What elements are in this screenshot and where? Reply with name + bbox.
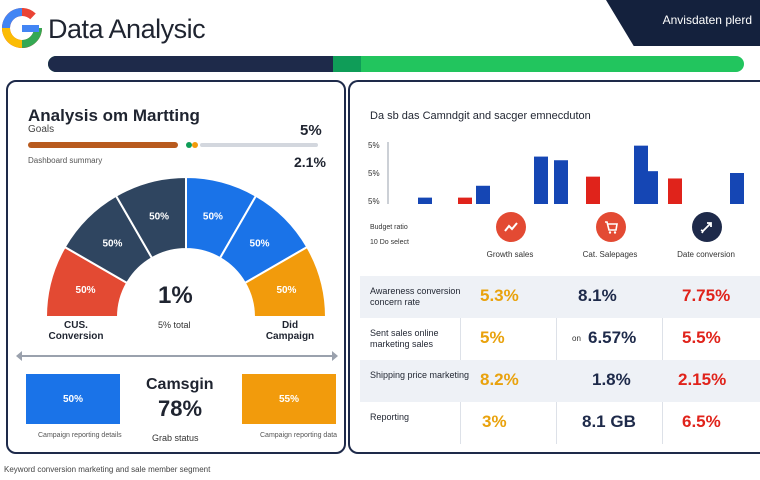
corner-badge[interactable]: Anvisdaten plerd <box>606 0 760 46</box>
campaign-caption: Grab status <box>152 433 199 443</box>
cell-b: 1.8% <box>592 370 631 389</box>
row-label: Awareness conversion concern rate <box>370 286 461 307</box>
panel-subtitle: Goals <box>28 124 55 135</box>
gauge-segment-label: 50% <box>149 212 169 223</box>
status-dots <box>186 142 198 148</box>
cell-c: 7.75% <box>682 286 731 305</box>
y-tick-label: 5% <box>368 141 380 150</box>
cell-c: 2.15% <box>678 370 727 389</box>
app-title: Data Analysic <box>48 14 206 44</box>
google-logo-icon <box>2 8 42 48</box>
header-progress-bar <box>48 56 744 72</box>
gauge-segment-label: 50% <box>250 238 270 249</box>
cell-b: 6.57% <box>588 328 637 347</box>
bar[interactable] <box>554 160 568 204</box>
icon-caption-2: Cat. Salepages <box>582 250 638 259</box>
cell-a: 5% <box>480 328 505 347</box>
row-label: Shipping price marketing <box>370 370 470 380</box>
bar-chart: 5% 5% 5% <box>368 141 744 206</box>
cell-b: 8.1 GB <box>582 412 636 431</box>
table-row[interactable]: Shipping price marketing 8.2% 1.8% 2.15% <box>360 360 760 402</box>
gauge-center-value: 1% <box>158 282 193 309</box>
slider-caption: Dashboard summary <box>28 156 103 165</box>
row-label: Sent sales online marketing sales <box>370 328 439 349</box>
bar[interactable] <box>534 156 548 204</box>
panel-title: Analysis om Martting <box>28 106 200 125</box>
axis-note: Budget ratio <box>370 224 408 231</box>
chart-title: Da sb das Camndgit and sacger emnecduton <box>370 110 591 122</box>
axis-note-2: 10 Do select <box>370 239 409 246</box>
icon-caption-1: Growth sales <box>486 250 534 259</box>
cart-icon[interactable] <box>596 212 626 242</box>
progress-segment-navy <box>48 56 334 72</box>
table-row[interactable]: Sent sales online marketing sales 5% on … <box>360 318 760 360</box>
row-label: Reporting <box>370 412 410 422</box>
cell-a: 3% <box>482 412 507 431</box>
rocket-icon[interactable] <box>692 212 722 242</box>
percent-top: 5% <box>300 122 322 139</box>
cell-a: 8.2% <box>480 370 519 389</box>
orange-box-caption: Campaign reporting data <box>260 432 338 439</box>
campaign-box-blue[interactable]: 50% <box>26 374 120 424</box>
gauge-segment-label: 50% <box>76 285 96 296</box>
cell-c: 6.5% <box>682 412 721 431</box>
gauge-right-label: Did Campaign <box>265 320 315 342</box>
gauge-chart: 50% 50% 50% 50% 50% 50% <box>44 175 328 318</box>
y-tick-label: 5% <box>368 197 380 206</box>
bar[interactable] <box>458 197 472 204</box>
corner-badge-label: Anvisdaten plerd <box>662 13 752 27</box>
budget-slider[interactable] <box>28 142 178 148</box>
bar[interactable] <box>418 197 432 204</box>
campaign-value: 78% <box>158 396 203 421</box>
y-tick-label: 5% <box>368 169 380 178</box>
table-row[interactable]: Reporting 3% 8.1 GB 6.5% <box>360 402 760 444</box>
gauge-segment-label: 50% <box>102 238 122 249</box>
gauge-segment-label: 50% <box>203 212 223 223</box>
campaign-box-orange[interactable]: 55% <box>242 374 336 424</box>
bar[interactable] <box>476 185 490 204</box>
gauge-segment-label: 50% <box>276 285 296 296</box>
cell-a: 5.3% <box>480 286 519 305</box>
cell-b-prefix: on <box>572 334 581 343</box>
chart-icon[interactable] <box>496 212 526 242</box>
bar[interactable] <box>586 176 600 204</box>
cell-b: 8.1% <box>578 286 617 305</box>
table-row[interactable]: Awareness conversion concern rate 5.3% 8… <box>360 276 760 318</box>
campaign-title: Camsgin <box>146 376 214 393</box>
footer-note: Keyword conversion marketing and sale me… <box>4 465 211 474</box>
percent-mid: 2.1% <box>294 154 326 170</box>
progress-segment-teal <box>333 56 362 72</box>
bar[interactable] <box>730 173 744 204</box>
gauge-center-sub: 5% total <box>158 320 191 330</box>
range-track[interactable] <box>200 143 318 147</box>
marketing-analysis-card: Analysis om Martting Goals 5% Dashboard … <box>6 80 346 454</box>
range-divider-slider[interactable] <box>16 351 338 361</box>
bar[interactable] <box>668 178 682 204</box>
gauge-segment[interactable] <box>243 245 328 318</box>
blue-box-caption: Campaign reporting details <box>38 432 122 439</box>
cell-c: 5.5% <box>682 328 721 347</box>
bar[interactable] <box>644 171 658 204</box>
icon-caption-3: Date conversion <box>677 250 735 259</box>
gauge-left-label: CUS. Conversion <box>48 320 104 342</box>
campaign-overview-card: Da sb das Camndgit and sacger emnecduton… <box>348 80 760 454</box>
